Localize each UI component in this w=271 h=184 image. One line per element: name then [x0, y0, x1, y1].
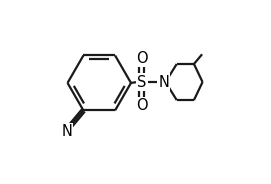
Text: N: N — [61, 124, 72, 139]
Text: O: O — [136, 51, 148, 66]
Text: S: S — [137, 75, 147, 90]
Text: N: N — [158, 75, 169, 90]
Text: O: O — [136, 98, 148, 113]
